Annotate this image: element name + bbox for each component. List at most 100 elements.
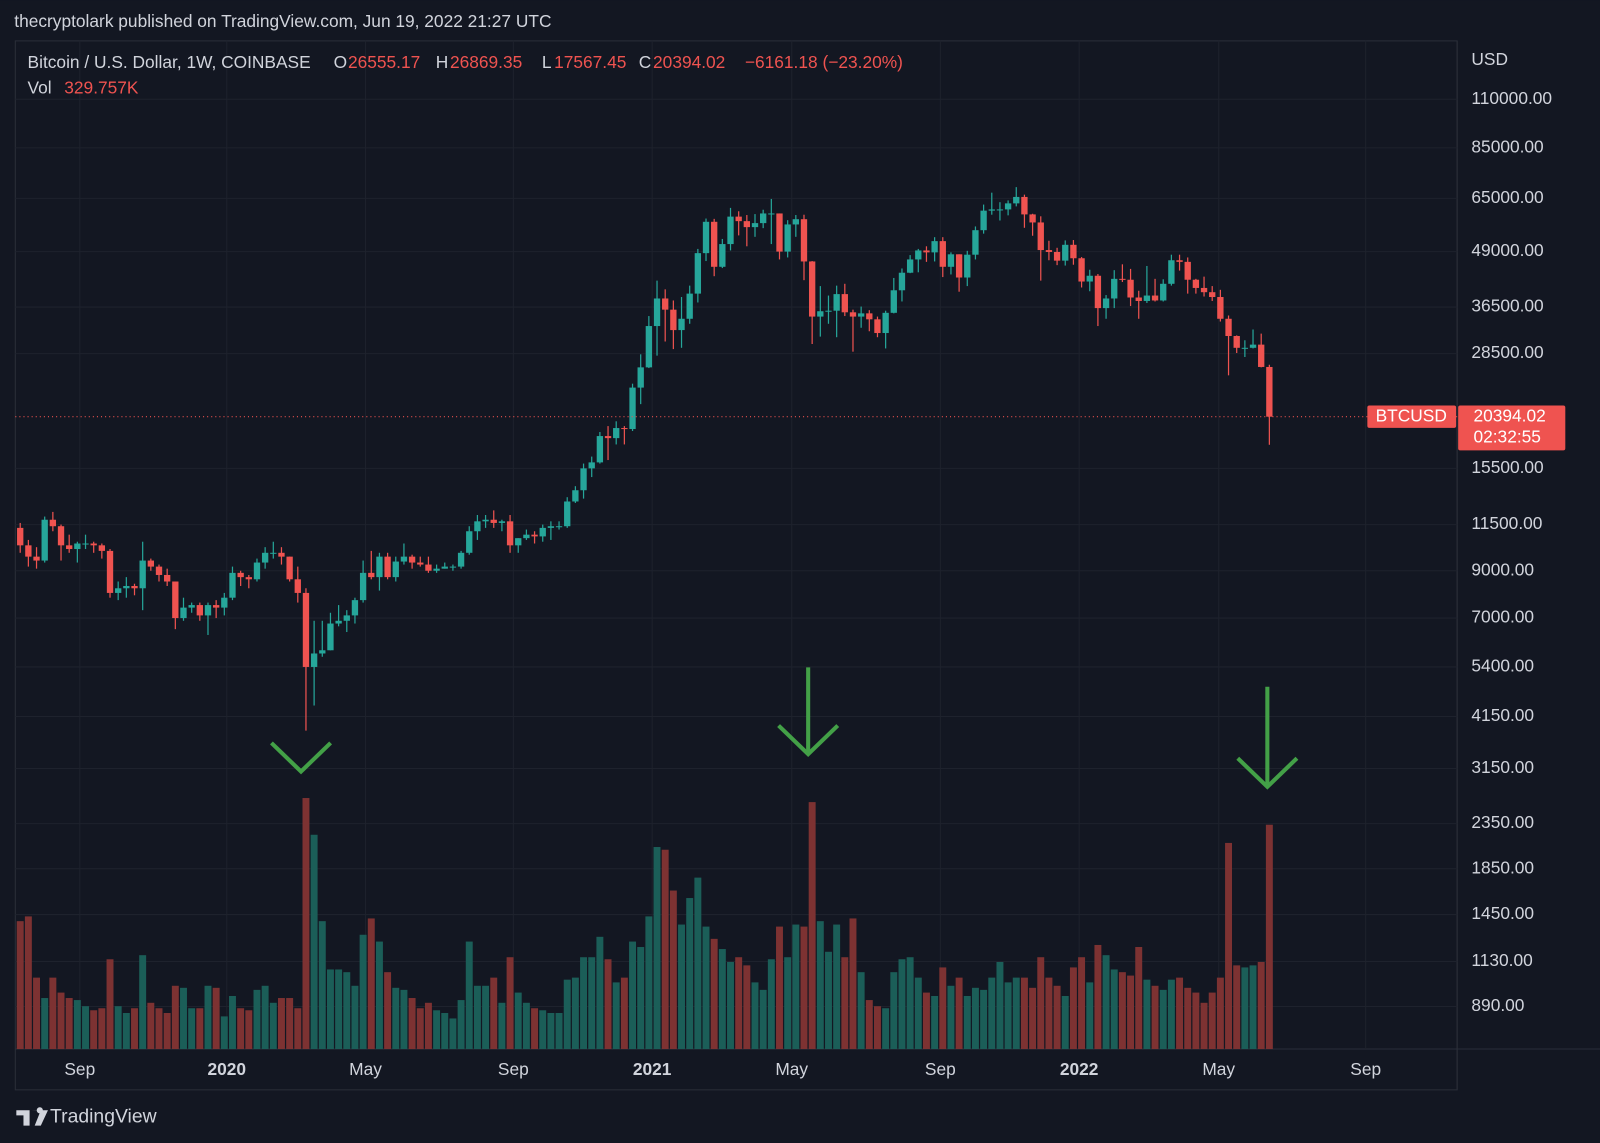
volume-bar xyxy=(220,1016,228,1050)
candle-body xyxy=(106,550,114,593)
candle-body xyxy=(82,543,89,545)
candle-body xyxy=(1037,222,1044,251)
candle-body xyxy=(580,468,587,491)
volume-bar xyxy=(612,982,620,1050)
candle-body xyxy=(319,650,326,654)
volume-bar xyxy=(922,992,930,1050)
x-tick-label: 2020 xyxy=(207,1059,246,1079)
candle-body xyxy=(751,223,759,228)
candle-body xyxy=(1184,261,1191,280)
volume-bar xyxy=(629,941,637,1050)
x-tick-label: Sep xyxy=(1350,1059,1381,1079)
volume-bar xyxy=(433,1010,441,1050)
x-tick-label: Sep xyxy=(498,1059,529,1079)
candle-body xyxy=(760,213,767,224)
candle-body xyxy=(1045,250,1053,252)
volume-bar xyxy=(800,926,808,1050)
volume-bar xyxy=(106,959,114,1050)
y-tick-label: 36500.00 xyxy=(1471,296,1543,316)
candle-body xyxy=(368,572,375,578)
volume-bar xyxy=(392,987,400,1050)
candle-body xyxy=(498,521,506,523)
volume-bar xyxy=(384,972,392,1050)
volume-bar xyxy=(996,961,1004,1050)
candle-body xyxy=(310,653,318,667)
candle-body xyxy=(645,326,653,368)
candle-body xyxy=(466,531,473,553)
candle-body xyxy=(523,534,530,539)
candle-body xyxy=(808,261,816,317)
volume-bar xyxy=(596,936,604,1050)
volume-bar xyxy=(286,998,294,1050)
candle-body xyxy=(49,519,57,527)
candle-body xyxy=(172,581,179,619)
volume-bar xyxy=(1135,947,1143,1050)
candle-body xyxy=(1266,366,1273,417)
volume-bar xyxy=(188,1008,196,1050)
volume-bar xyxy=(33,977,41,1050)
candle-body xyxy=(408,556,416,563)
candle-body xyxy=(613,428,620,439)
volume-bar xyxy=(531,1008,539,1050)
volume-bar xyxy=(702,926,710,1050)
volume-bar xyxy=(269,1002,277,1050)
candle-body xyxy=(17,527,24,546)
candle-body xyxy=(792,219,799,225)
volume-bar xyxy=(16,921,24,1050)
ohlc-value: 17567.45 xyxy=(554,52,626,72)
candle-body xyxy=(482,519,489,522)
volume-bar xyxy=(792,924,800,1050)
volume-bar xyxy=(1020,977,1028,1050)
volume-bar xyxy=(653,847,661,1050)
candle-body xyxy=(653,298,661,327)
y-tick-label: 110000.00 xyxy=(1471,88,1552,108)
volume-bar xyxy=(416,1008,424,1050)
volume-bar xyxy=(890,972,898,1050)
candle-body xyxy=(343,615,350,621)
change-label: −6161.18 (−23.20%) xyxy=(745,52,903,72)
volume-bar xyxy=(171,985,179,1050)
volume-bar xyxy=(1233,965,1241,1050)
volume-bar xyxy=(669,890,677,1050)
candle-body xyxy=(1119,278,1126,280)
candle-body xyxy=(1249,344,1257,348)
candle-body xyxy=(1053,251,1061,261)
volume-bar xyxy=(661,849,669,1050)
volume-bar xyxy=(873,1006,881,1050)
ohlc-key: C xyxy=(639,52,652,72)
candle-body xyxy=(441,566,448,569)
volume-bar xyxy=(277,998,285,1050)
candle-body xyxy=(327,623,334,651)
candle-body xyxy=(849,312,857,317)
y-tick-label: 4150.00 xyxy=(1471,705,1534,725)
candle-body xyxy=(857,313,865,317)
candle-body xyxy=(743,221,751,228)
volume-bar xyxy=(424,1002,432,1050)
y-tick-label: 1450.00 xyxy=(1471,903,1534,923)
candle-body xyxy=(662,298,669,310)
volume-bar xyxy=(449,1018,457,1050)
volume-bar xyxy=(90,1010,98,1050)
candle-body xyxy=(588,462,595,469)
candle-body xyxy=(1151,295,1159,301)
candle-body xyxy=(572,490,579,502)
candle-body xyxy=(1135,297,1142,301)
y-tick-label: 3150.00 xyxy=(1471,757,1534,777)
candle-body xyxy=(196,605,203,616)
volume-title: Vol xyxy=(28,77,52,97)
y-tick-label: 49000.00 xyxy=(1471,240,1543,260)
candle-body xyxy=(1111,278,1118,299)
candle-body xyxy=(384,556,391,578)
ohlc-key: L xyxy=(542,52,552,72)
candle-body xyxy=(139,560,146,589)
candle-body xyxy=(261,552,269,563)
volume-bar xyxy=(1094,944,1102,1050)
candle-body xyxy=(702,221,710,254)
volume-bar xyxy=(776,926,783,1050)
x-tick-label: 2022 xyxy=(1060,1059,1099,1079)
volume-bar xyxy=(735,957,743,1050)
candle-body xyxy=(817,311,824,317)
volume-bar xyxy=(98,1008,106,1050)
volume-bar xyxy=(555,1012,563,1050)
candle-body xyxy=(425,564,432,571)
